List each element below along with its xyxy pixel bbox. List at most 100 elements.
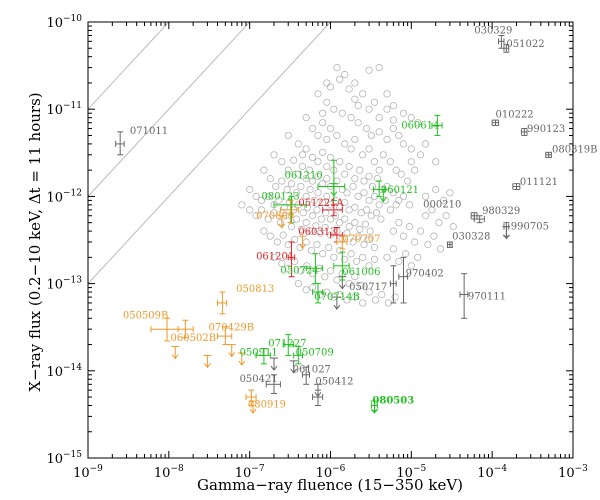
grb-label: 050724 <box>280 266 318 277</box>
x-tick-label: 10−7 <box>235 464 265 481</box>
background-point <box>306 185 314 194</box>
background-point <box>316 290 325 299</box>
grb-point-060121: 060121 <box>372 180 419 197</box>
background-point <box>341 70 349 79</box>
upper-limit-arrow <box>171 354 179 360</box>
grb-point-061006: 061006 <box>333 251 380 281</box>
background-point <box>252 212 260 220</box>
background-point <box>421 140 430 148</box>
background-point <box>341 170 349 178</box>
upper-limit-arrow <box>379 197 387 203</box>
y-tick-label: 10−12 <box>46 188 82 205</box>
background-point <box>365 145 373 153</box>
background-point <box>351 219 359 227</box>
background-point <box>341 255 349 263</box>
background-point <box>272 182 280 191</box>
background-point <box>378 290 386 299</box>
background-point <box>375 128 383 136</box>
background-point <box>449 223 457 231</box>
background-point <box>399 140 408 148</box>
y-tick-label: 10−15 <box>46 450 82 467</box>
background-point <box>330 253 338 261</box>
background-point <box>351 175 359 183</box>
background-point <box>284 131 292 140</box>
grb-label: 061201 <box>256 251 294 262</box>
grb-label: 061027 <box>293 364 331 375</box>
background-point <box>354 232 362 240</box>
background-point <box>336 290 344 299</box>
background-point <box>314 131 322 140</box>
grb-label: 070809 <box>256 211 294 222</box>
upper-limit-arrow <box>270 365 278 371</box>
background-point <box>389 245 398 253</box>
grb-point-030329: 030329 <box>474 25 512 49</box>
background-point <box>257 196 266 204</box>
background-point <box>275 196 283 204</box>
background-point <box>375 114 383 122</box>
grb-point-010222: 010222 <box>491 110 534 127</box>
background-point <box>428 206 436 214</box>
background-point <box>359 90 367 98</box>
background-point <box>330 105 338 113</box>
background-point <box>303 203 312 211</box>
x-tick-label: 10−9 <box>73 464 103 481</box>
grb-point-070707: 070707 <box>336 234 380 250</box>
grb-point-050717: 050717 <box>349 265 397 304</box>
background-point <box>349 182 357 191</box>
background-point <box>446 189 454 197</box>
background-point <box>405 201 414 209</box>
x-tick-label: 10−3 <box>558 464 588 481</box>
background-point <box>270 209 278 217</box>
background-point <box>308 153 317 162</box>
background-point <box>313 241 321 249</box>
background-point <box>326 215 335 223</box>
background-point <box>278 177 286 185</box>
background-point <box>407 262 415 270</box>
background-point <box>246 206 254 214</box>
background-point <box>319 198 327 207</box>
background-point <box>302 286 310 294</box>
ratio-line-4 <box>88 22 332 285</box>
background-point <box>278 158 286 166</box>
grb-label: 030329 <box>474 25 512 36</box>
background-point <box>377 215 385 223</box>
grb-point-970402: 970402 <box>398 256 444 304</box>
background-point <box>442 212 450 220</box>
background-point <box>336 246 344 255</box>
grb-point-050412: 050412 <box>312 376 354 407</box>
grb-point-011121: 011121 <box>512 177 558 190</box>
background-point <box>389 189 398 197</box>
background-point <box>333 131 341 140</box>
background-point <box>439 196 448 204</box>
background-point <box>284 166 292 174</box>
background-point <box>375 201 383 209</box>
grb-label: 980329 <box>482 206 520 217</box>
background-point <box>326 267 335 275</box>
background-point <box>302 219 310 227</box>
background-point <box>354 119 362 127</box>
background-point <box>260 166 268 174</box>
grb-point-061201: 061201 <box>256 241 296 278</box>
background-point <box>351 273 359 281</box>
grb-label: 071011 <box>130 126 168 137</box>
background-point <box>414 119 422 127</box>
background-point <box>407 145 415 153</box>
background-point <box>436 245 445 253</box>
background-point <box>405 223 414 231</box>
grb-label: 051022 <box>506 39 544 50</box>
plot-border <box>87 21 574 459</box>
grb-point-051221A: 051221A <box>298 198 345 217</box>
background-point <box>302 175 310 183</box>
background-point <box>333 63 341 72</box>
ratio-line-3 <box>88 22 251 198</box>
background-point <box>416 227 425 235</box>
background-point <box>392 166 400 174</box>
grb-point-970111: 970111 <box>459 273 506 319</box>
y-tick-label: 10−14 <box>46 363 82 380</box>
grb-label: 080123 <box>261 192 299 203</box>
upper-limit-arrow <box>333 304 341 310</box>
background-point <box>373 175 381 183</box>
background-point <box>370 243 379 252</box>
axis-ticks: 10−9 10−8 10−7 10−6 10−5 10−4 10−3 10−15 10−14 10… <box>46 14 588 481</box>
